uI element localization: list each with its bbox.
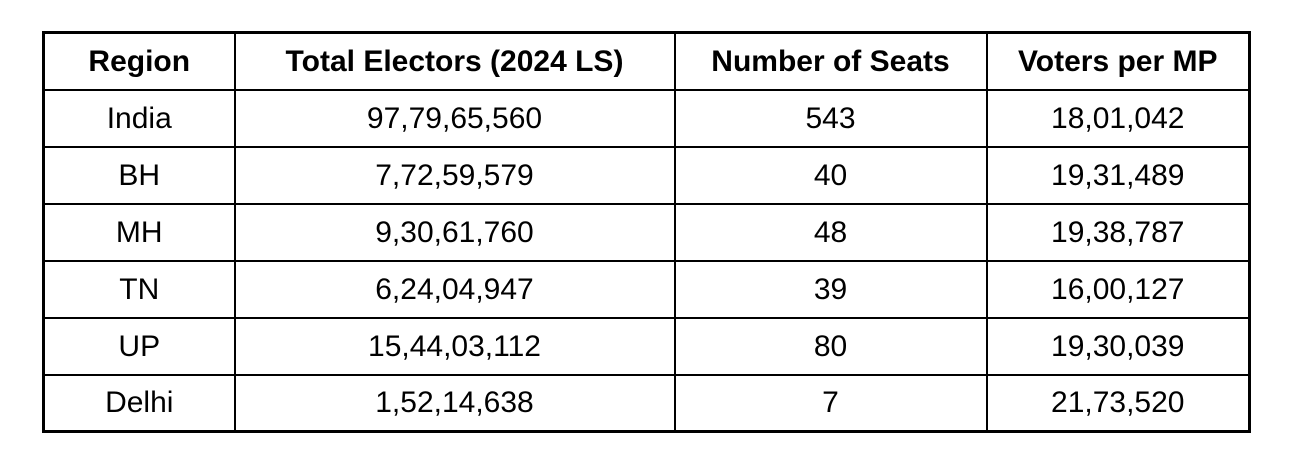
table-row-bh: BH 7,72,59,579 40 19,31,489 [42, 145, 1251, 205]
cell-voters-per-mp: 21,73,520 [985, 373, 1251, 433]
cell-region: Delhi [42, 373, 236, 433]
cell-total-electors: 97,79,65,560 [233, 88, 676, 148]
cell-number-of-seats: 543 [673, 88, 988, 148]
table-row-tn: TN 6,24,04,947 39 16,00,127 [42, 259, 1251, 319]
cell-voters-per-mp: 19,30,039 [985, 316, 1251, 376]
table-header: Region Total Electors (2024 LS) Number o… [42, 31, 1251, 91]
table-row-india: India 97,79,65,560 543 18,01,042 [42, 88, 1251, 148]
cell-voters-per-mp: 18,01,042 [985, 88, 1251, 148]
column-header-number-of-seats: Number of Seats [673, 31, 988, 91]
table-row-mh: MH 9,30,61,760 48 19,38,787 [42, 202, 1251, 262]
column-header-total-electors: Total Electors (2024 LS) [233, 31, 676, 91]
cell-number-of-seats: 80 [673, 316, 988, 376]
cell-number-of-seats: 40 [673, 145, 988, 205]
cell-number-of-seats: 48 [673, 202, 988, 262]
cell-total-electors: 9,30,61,760 [233, 202, 676, 262]
table-row-delhi: Delhi 1,52,14,638 7 21,73,520 [42, 373, 1251, 433]
header-row: Region Total Electors (2024 LS) Number o… [42, 31, 1251, 91]
table-body: India 97,79,65,560 543 18,01,042 BH 7,72… [42, 88, 1251, 433]
cell-voters-per-mp: 16,00,127 [985, 259, 1251, 319]
cell-region: UP [42, 316, 236, 376]
cell-region: BH [42, 145, 236, 205]
cell-total-electors: 1,52,14,638 [233, 373, 676, 433]
cell-total-electors: 15,44,03,112 [233, 316, 676, 376]
cell-region: TN [42, 259, 236, 319]
cell-total-electors: 7,72,59,579 [233, 145, 676, 205]
cell-region: MH [42, 202, 236, 262]
column-header-region: Region [42, 31, 236, 91]
column-header-voters-per-mp: Voters per MP [985, 31, 1251, 91]
cell-number-of-seats: 7 [673, 373, 988, 433]
cell-region: India [42, 88, 236, 148]
electors-table: Region Total Electors (2024 LS) Number o… [42, 31, 1251, 433]
table-row-up: UP 15,44,03,112 80 19,30,039 [42, 316, 1251, 376]
cell-voters-per-mp: 19,31,489 [985, 145, 1251, 205]
cell-total-electors: 6,24,04,947 [233, 259, 676, 319]
cell-number-of-seats: 39 [673, 259, 988, 319]
cell-voters-per-mp: 19,38,787 [985, 202, 1251, 262]
